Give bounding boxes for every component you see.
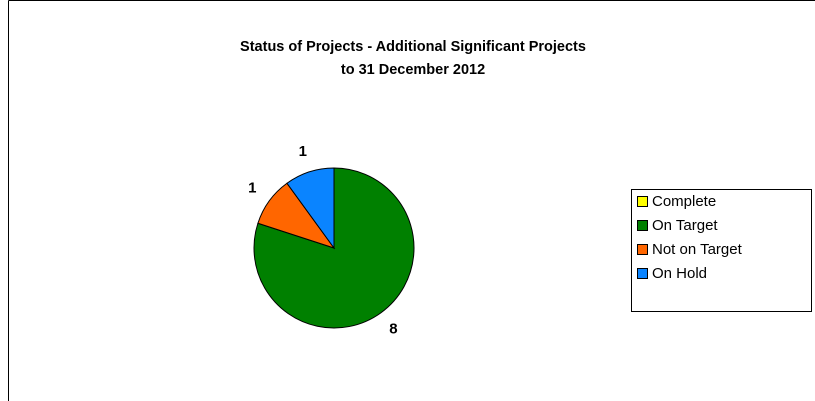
legend-label: Not on Target bbox=[652, 241, 743, 258]
chart-title: Status of Projects - Additional Signific… bbox=[240, 39, 586, 55]
legend-swatch bbox=[637, 268, 648, 279]
data-label: 1 bbox=[248, 180, 256, 197]
legend-swatch bbox=[637, 244, 648, 255]
pie-slice bbox=[286, 167, 335, 250]
data-label: 1 bbox=[299, 143, 307, 160]
legend-swatch bbox=[637, 196, 648, 207]
legend-label: On Target bbox=[652, 217, 718, 234]
legend-label: On Hold bbox=[652, 265, 707, 282]
data-label: 8 bbox=[389, 321, 397, 338]
legend-box bbox=[631, 189, 812, 312]
legend-swatch bbox=[637, 220, 648, 231]
legend-label: Complete bbox=[652, 193, 716, 210]
chart-title: to 31 December 2012 bbox=[341, 62, 485, 78]
